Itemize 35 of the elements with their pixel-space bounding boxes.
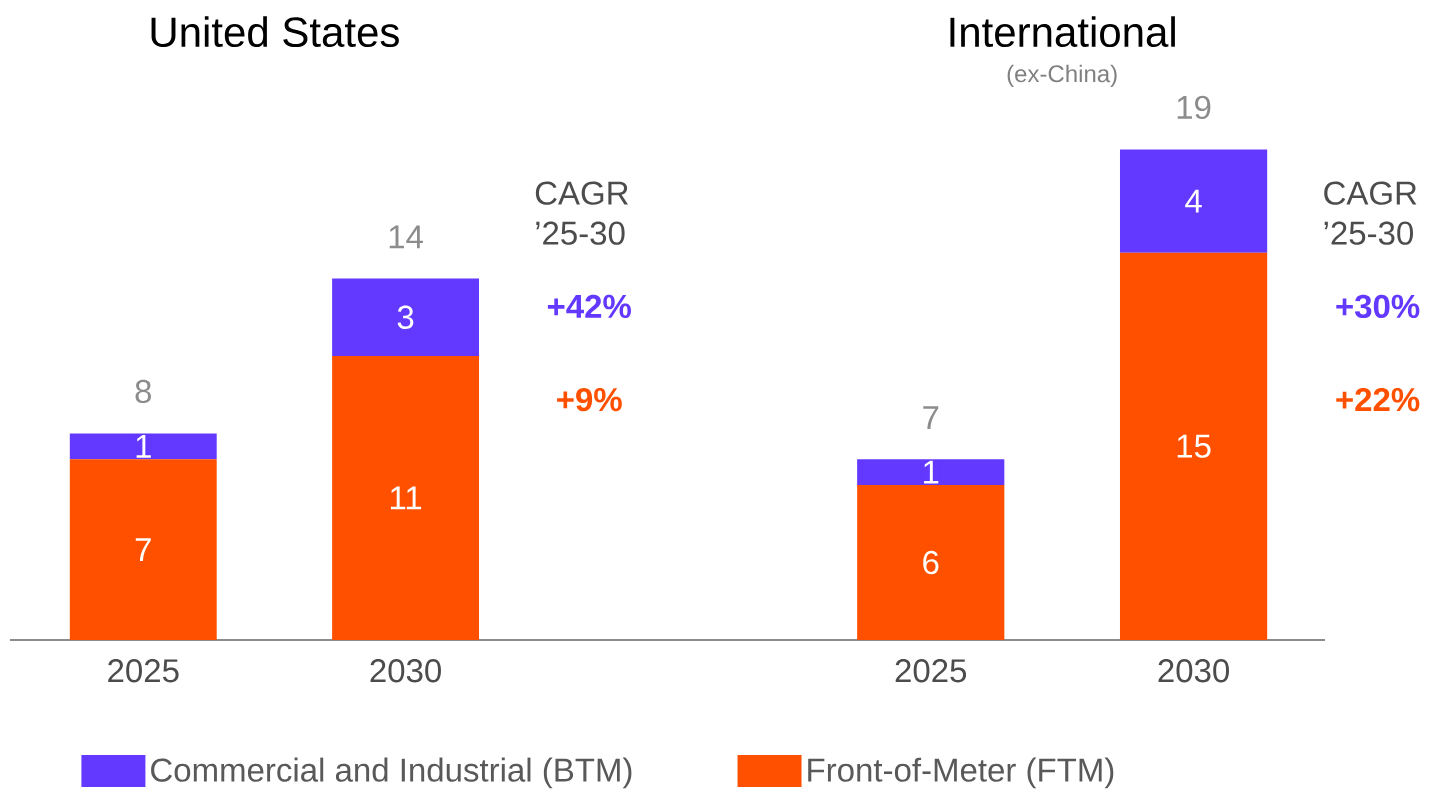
data-label: 11 [390, 486, 422, 510]
chart-subtitle: (ex-China) [1007, 64, 1117, 88]
text: CAGR ’25-30 [535, 181, 628, 245]
annotation: +42% [547, 294, 631, 319]
chart-title: International [950, 16, 1175, 48]
total-label: 19 [1177, 95, 1211, 120]
data-label: 4 [1185, 189, 1202, 213]
x-tick-label: 2025 [895, 659, 967, 683]
annotation: CAGR ’25-30 [1324, 181, 1417, 245]
annotation: +9% [557, 387, 622, 412]
bar [857, 485, 1005, 640]
data-label: 1 [136, 434, 151, 458]
bar [332, 278, 480, 356]
total-label: 14 [389, 225, 423, 249]
chart-title: United States [151, 16, 399, 48]
x-tick-label: 2030 [370, 659, 441, 683]
bar [857, 459, 1005, 486]
data-label: 7 [135, 538, 151, 561]
bar [1119, 252, 1268, 640]
text: +30% [1336, 294, 1420, 319]
legend-label: Front-of-Meter (FTM) [808, 757, 1114, 789]
bar [1119, 149, 1268, 253]
legend-label: Commercial and Industrial (BTM) [151, 757, 632, 789]
x-tick-label: 2030 [1158, 659, 1229, 683]
bar [69, 459, 217, 640]
total-label: 8 [135, 379, 151, 404]
data-label: 6 [923, 550, 939, 575]
bar [69, 433, 217, 460]
total-label: 7 [923, 406, 939, 429]
data-label: 15 [1177, 434, 1211, 458]
bar [332, 355, 480, 640]
data-label: 1 [924, 460, 939, 484]
x-tick-label: 2025 [108, 659, 179, 683]
text: +22% [1336, 387, 1420, 412]
data-label: 3 [397, 305, 414, 329]
